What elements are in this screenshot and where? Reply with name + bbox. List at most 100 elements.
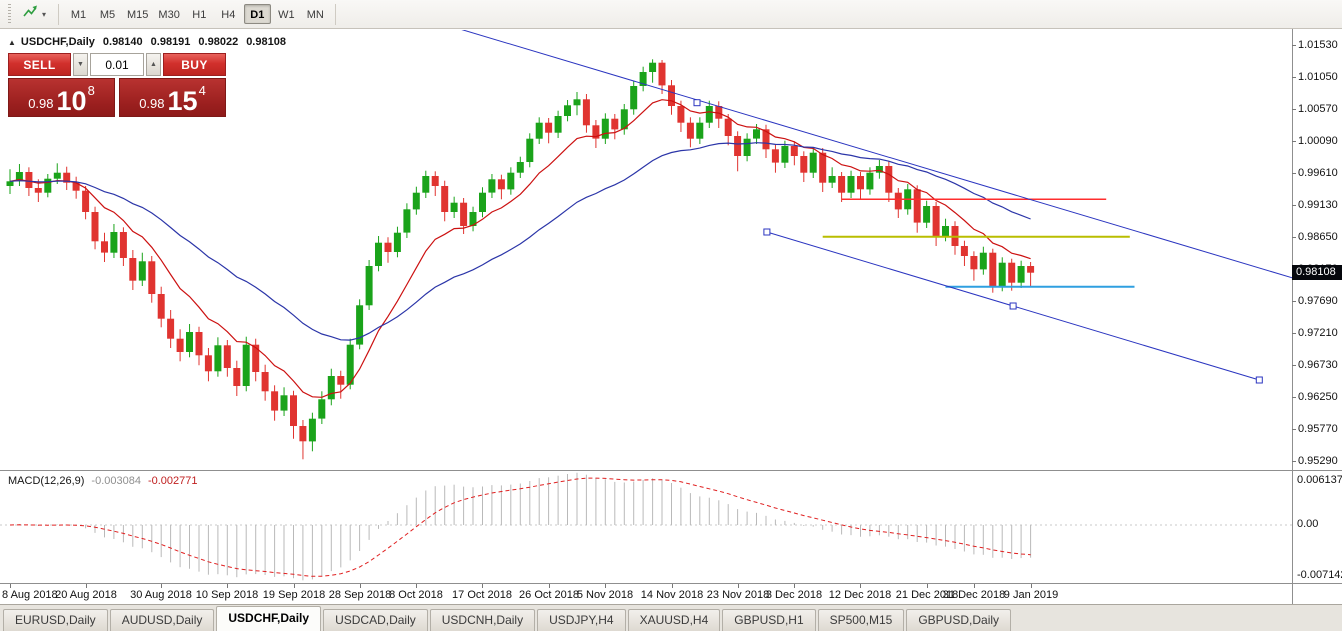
chart-tab-usdjpy-h4[interactable]: USDJPY,H4	[537, 609, 626, 631]
volume-decrease-button[interactable]: ▼	[73, 53, 88, 76]
macd-main-value: -0.003084	[91, 475, 141, 487]
sell-price-pips: 10	[56, 86, 87, 117]
chart-tab-usdcad-daily[interactable]: USDCAD,Daily	[323, 609, 428, 631]
price-scale-tick	[1292, 461, 1296, 462]
toolbar-grip[interactable]	[8, 4, 11, 24]
price-scale-tick	[1292, 397, 1296, 398]
time-axis-tick	[416, 584, 417, 588]
time-axis-tick	[10, 584, 11, 588]
ohlc-high: 0.98191	[150, 36, 191, 48]
price-scale-tick	[1292, 173, 1296, 174]
price-scale-label: 1.00090	[1298, 135, 1338, 147]
volume-input[interactable]	[90, 53, 144, 76]
time-axis-label: 5 Nov 2018	[576, 589, 634, 601]
price-scale[interactable]: 1.01530 1.01050 1.00570 1.00090 0.99610 0.991…	[1292, 0, 1342, 604]
timeframe-button-h4[interactable]: H4	[221, 9, 236, 21]
descending-channel-lower-handle[interactable]	[1255, 376, 1263, 384]
price-scale-tick	[1292, 77, 1296, 78]
timeframe-button-m15[interactable]: M15	[127, 9, 149, 21]
panel-divider[interactable]	[0, 470, 1342, 471]
time-axis-label: 26 Oct 2018	[519, 589, 579, 601]
price-scale-label: 0.99130	[1298, 199, 1338, 211]
macd-name: MACD(12,26,9)	[8, 475, 85, 487]
chart-objects-button[interactable]: ▾	[16, 2, 52, 26]
descending-channel-upper[interactable]	[294, 30, 1293, 279]
chart-tab-gbpusd-daily[interactable]: GBPUSD,Daily	[906, 609, 1012, 631]
chart-tab-usdcnh-daily[interactable]: USDCNH,Daily	[429, 609, 536, 631]
price-scale-tick	[1292, 429, 1296, 430]
chart-tab-xauusd-h4[interactable]: XAUUSD,H4	[627, 609, 721, 631]
time-axis-label: 17 Oct 2018	[452, 589, 512, 601]
sell-price-big: 0.98	[28, 96, 54, 111]
price-scale-tick	[1292, 109, 1296, 110]
spinner-up-icon: ▲	[150, 61, 157, 68]
descending-channel-lower-handle[interactable]	[1009, 302, 1017, 310]
timeframe-button-w1[interactable]: W1	[278, 9, 295, 21]
time-axis-tick	[927, 584, 928, 588]
chart-objects-icon	[22, 4, 39, 24]
price-scale-label: 0.99610	[1298, 167, 1338, 179]
time-axis-tick	[549, 584, 550, 588]
sell-price-display[interactable]: 0.98 10 8	[8, 78, 115, 117]
sell-button[interactable]: SELL	[8, 53, 71, 76]
time-axis-label: 30 Aug 2018	[130, 589, 192, 601]
price-scale-label: 0.95290	[1298, 455, 1338, 467]
time-axis[interactable]: 8 Aug 2018 20 Aug 2018 30 Aug 2018 10 Sep 2…	[0, 584, 1292, 603]
time-axis-tick	[227, 584, 228, 588]
macd-scale-bottom: -0.007142	[1297, 569, 1342, 581]
chart-tab-sp500-m15[interactable]: SP500,M15	[817, 609, 905, 631]
panel-divider	[0, 583, 1342, 584]
price-chart[interactable]	[0, 30, 1292, 470]
time-axis-tick	[86, 584, 87, 588]
time-axis-label: 21 Dec 2018	[895, 589, 959, 601]
ohlc-open: 0.98140	[102, 36, 143, 48]
time-axis-tick	[738, 584, 739, 588]
chart-tab-eurusd-daily[interactable]: EURUSD,Daily	[3, 609, 108, 631]
top-toolbar: ▾ M1 M5 M15 M30 H1 H4 D1 W1 MN	[0, 0, 1342, 29]
price-scale-tick	[1292, 237, 1296, 238]
price-scale-tick	[1292, 205, 1296, 206]
time-axis-tick	[860, 584, 861, 588]
timeframe-button-m1[interactable]: M1	[70, 9, 87, 21]
time-axis-tick	[360, 584, 361, 588]
timeframe-button-d1[interactable]: D1	[243, 4, 271, 24]
buy-button[interactable]: BUY	[163, 53, 226, 76]
price-scale-tick	[1292, 365, 1296, 366]
time-axis-label: 28 Sep 2018	[328, 589, 392, 601]
timeframe-button-m30[interactable]: M30	[158, 9, 180, 21]
time-axis-tick	[605, 584, 606, 588]
time-axis-label: 3 Dec 2018	[765, 589, 823, 601]
time-axis-label: 31 Dec 2018	[942, 589, 1006, 601]
chart-tab-audusd-daily[interactable]: AUDUSD,Daily	[109, 609, 215, 631]
macd-scale-zero: 0.00	[1297, 518, 1319, 530]
buy-price-display[interactable]: 0.98 15 4	[119, 78, 226, 117]
chart-tab-bar: EURUSD,Daily AUDUSD,Daily USDCHF,Daily USDC…	[0, 604, 1342, 631]
time-axis-label: 10 Sep 2018	[195, 589, 259, 601]
macd-chart[interactable]	[0, 471, 1292, 583]
buy-price-pips: 15	[167, 86, 198, 117]
time-axis-label: 23 Nov 2018	[706, 589, 770, 601]
macd-signal-line	[9, 477, 1031, 577]
chart-tab-gbpusd-h1[interactable]: GBPUSD,H1	[722, 609, 816, 631]
descending-channel-lower-handle[interactable]	[763, 228, 771, 236]
toolbar-separator	[58, 3, 60, 25]
timeframe-button-m5[interactable]: M5	[99, 9, 116, 21]
one-click-collapse-icon[interactable]: ▲	[8, 37, 16, 47]
price-scale-tick	[1292, 45, 1296, 46]
candles	[6, 59, 1035, 460]
ohlc-close: 0.98108	[246, 36, 286, 48]
macd-signal-value: -0.002771	[147, 475, 198, 487]
chart-tab-usdchf-daily[interactable]: USDCHF,Daily	[216, 606, 322, 631]
timeframe-button-h1[interactable]: H1	[192, 9, 207, 21]
time-axis-tick	[672, 584, 673, 588]
time-axis-tick	[974, 584, 975, 588]
timeframe-button-mn[interactable]: MN	[306, 9, 324, 21]
ohlc-low: 0.98022	[198, 36, 239, 48]
volume-increase-button[interactable]: ▲	[146, 53, 161, 76]
buy-price-big: 0.98	[139, 96, 165, 111]
time-axis-label: 9 Jan 2019	[1003, 589, 1059, 601]
descending-channel-upper-handle[interactable]	[693, 99, 701, 107]
macd-indicator-label: MACD(12,26,9) -0.003084 -0.002771	[8, 475, 198, 487]
chart-ohlc-header: ▲ USDCHF,Daily 0.98140 0.98191 0.98022 0…	[8, 36, 286, 48]
